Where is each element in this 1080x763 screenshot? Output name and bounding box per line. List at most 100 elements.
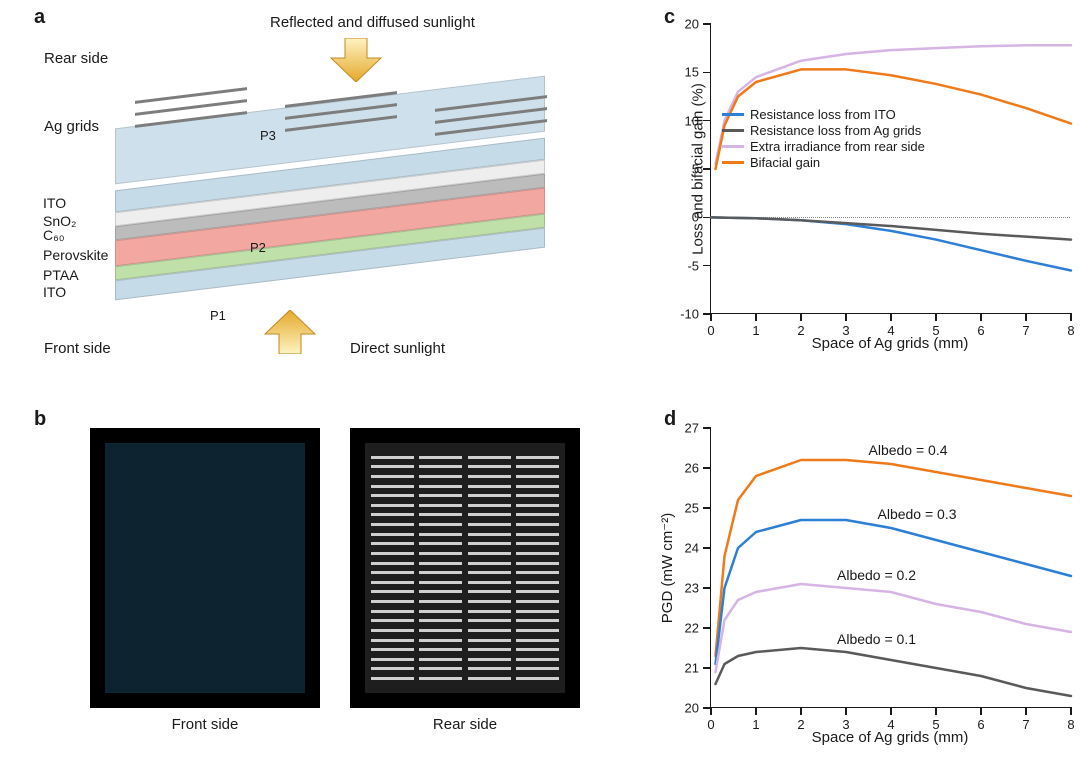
rear-grid-seg: [516, 571, 559, 574]
rear-grid-seg: [516, 552, 559, 555]
p2-label: P2: [250, 240, 266, 255]
rear-grid-seg: [371, 552, 414, 555]
xtick: [890, 707, 892, 715]
xtick: [935, 313, 937, 321]
rear-grid-seg: [516, 619, 559, 622]
ytick: [703, 72, 711, 74]
ag-grids-label: Ag grids: [44, 118, 99, 135]
rear-grid-row: [371, 494, 559, 497]
rear-grid-seg: [419, 629, 462, 632]
legend-swatch: [722, 145, 744, 148]
rear-grid-seg: [468, 571, 511, 574]
rear-grid-seg: [371, 658, 414, 661]
rear-grid-seg: [371, 456, 414, 459]
rear-side-label: Rear side: [44, 50, 108, 67]
rear-grid-row: [371, 648, 559, 651]
rear-grid-seg: [419, 475, 462, 478]
front-photo: [90, 428, 320, 708]
rear-grid-seg: [371, 533, 414, 536]
xtick-label: 0: [707, 323, 714, 338]
rear-grid-seg: [371, 571, 414, 574]
ytick-label: 26: [685, 461, 699, 476]
series-line: [711, 217, 1071, 239]
legend-text: Resistance loss from ITO: [750, 107, 896, 122]
rear-grid-row: [371, 658, 559, 661]
rear-grid-seg: [371, 485, 414, 488]
rear-grid-seg: [468, 639, 511, 642]
d-ylabel: PGD (mW cm⁻²): [658, 513, 676, 623]
rear-grid-seg: [516, 533, 559, 536]
rear-grid-row: [371, 581, 559, 584]
rear-grid-seg: [371, 513, 414, 516]
xtick-label: 7: [1022, 323, 1029, 338]
rear-grid-seg: [468, 619, 511, 622]
rear-grid-seg: [516, 667, 559, 670]
xtick-label: 2: [797, 323, 804, 338]
rear-grid-seg: [371, 639, 414, 642]
legend-text: Resistance loss from Ag grids: [750, 123, 921, 138]
rear-grid-row: [371, 619, 559, 622]
ytick-label: -5: [687, 258, 699, 273]
rear-grid-seg: [516, 494, 559, 497]
c-legend: Resistance loss from ITOResistance loss …: [722, 106, 925, 171]
rear-grid-seg: [468, 465, 511, 468]
legend-swatch: [722, 161, 744, 164]
rear-grid-seg: [468, 648, 511, 651]
rear-grid-row: [371, 523, 559, 526]
ytick-label: 0: [692, 210, 699, 225]
rear-grid-seg: [419, 494, 462, 497]
rear-grid-row: [371, 475, 559, 478]
rear-grid-seg: [371, 667, 414, 670]
rear-grid-seg: [516, 542, 559, 545]
xtick: [890, 313, 892, 321]
direct-sunlight-label: Direct sunlight: [350, 340, 445, 357]
rear-grid-seg: [419, 456, 462, 459]
rear-grid-row: [371, 485, 559, 488]
ytick-label: 25: [685, 501, 699, 516]
rear-grid-seg: [419, 523, 462, 526]
xtick-label: 7: [1022, 717, 1029, 732]
rear-grid-seg: [371, 523, 414, 526]
xtick-label: 0: [707, 717, 714, 732]
rear-grid-seg: [516, 485, 559, 488]
rear-grid-seg: [516, 590, 559, 593]
rear-grid-row: [371, 571, 559, 574]
rear-grid-row: [371, 542, 559, 545]
stack-layer-label: PTAA: [43, 267, 79, 283]
xtick: [1025, 707, 1027, 715]
rear-grid-seg: [516, 648, 559, 651]
rear-grid-row: [371, 590, 559, 593]
ytick-label: 24: [685, 541, 699, 556]
ytick-label: 23: [685, 581, 699, 596]
p1-label: P1: [210, 308, 226, 323]
ytick-label: 21: [685, 661, 699, 676]
rear-grid-seg: [371, 542, 414, 545]
legend-text: Extra irradiance from rear side: [750, 139, 925, 154]
xtick: [755, 707, 757, 715]
rear-grid-seg: [468, 485, 511, 488]
rear-grid-seg: [468, 542, 511, 545]
rear-grid-seg: [468, 523, 511, 526]
p3-label: P3: [260, 128, 276, 143]
ytick: [703, 265, 711, 267]
series-inline-label: Albedo = 0.1: [837, 631, 916, 647]
ytick: [703, 467, 711, 469]
xtick: [755, 313, 757, 321]
rear-grid-seg: [419, 590, 462, 593]
rear-grid-seg: [371, 465, 414, 468]
series-inline-label: Albedo = 0.2: [837, 567, 916, 583]
series-line: [716, 460, 1072, 656]
ytick: [703, 23, 711, 25]
ytick: [703, 627, 711, 629]
panel-c-chart: Loss and bifacial gain (%) -10-505101520…: [660, 14, 1080, 374]
rear-grid-seg: [516, 562, 559, 565]
device-stack: ITOSnO₂C₆₀PerovskitePTAAITO: [115, 84, 575, 324]
rear-grid-row: [371, 600, 559, 603]
xtick: [1025, 313, 1027, 321]
stack-layer-label: Perovskite: [43, 247, 108, 263]
legend-row: Bifacial gain: [722, 155, 925, 170]
rear-grid-row: [371, 465, 559, 468]
xtick-label: 6: [977, 323, 984, 338]
rear-grid-seg: [371, 600, 414, 603]
rear-grid-seg: [468, 504, 511, 507]
